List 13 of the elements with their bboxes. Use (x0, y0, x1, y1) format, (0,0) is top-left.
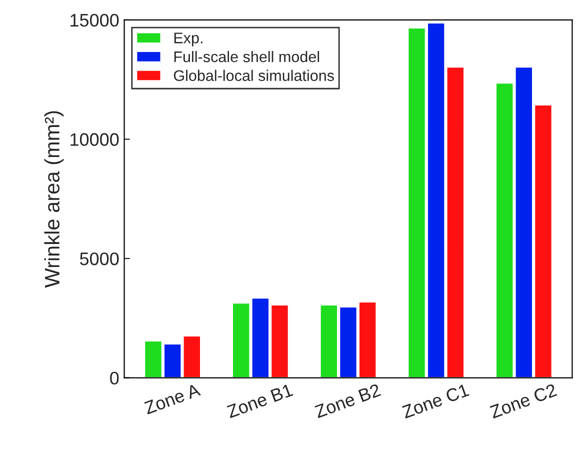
legend-label: Exp. (174, 32, 202, 46)
y-tick-label: 5000 (80, 252, 119, 266)
x-tick-label: Zone C2 (489, 383, 558, 419)
legend-label: Full-scale shell model (174, 50, 320, 62)
x-tick-label: Zone A (144, 383, 202, 414)
y-axis-title: Wrinkle area (mm²) (44, 111, 64, 288)
y-tick-label: 10000 (70, 133, 119, 146)
y-tick-label: 15000 (70, 14, 119, 27)
legend-label: Global-local simulations (174, 70, 334, 82)
x-tick-label: Zone B1 (226, 384, 294, 418)
x-tick-label: Zone B2 (314, 383, 382, 418)
y-tick-label: 0 (110, 372, 119, 385)
x-tick-label: Zone C1 (401, 383, 470, 419)
